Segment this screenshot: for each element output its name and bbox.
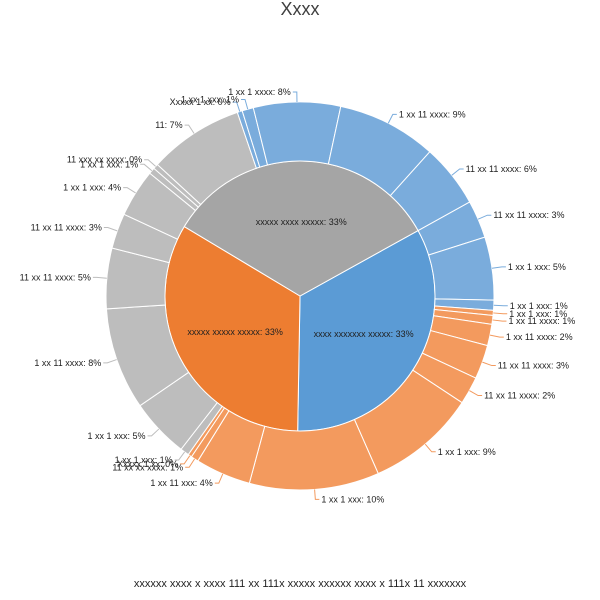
outer-slice-label-2: 1 xx 1 xxx: 1% [510,301,568,311]
outer-slice-label-11: 11 xx xx xxxx: 1% [112,462,183,472]
outer-slice-label-6: 11 xx 11 xxxx: 3% [498,361,569,371]
leader-line-6 [482,361,496,367]
leader-line-8 [424,443,436,453]
outer-slice-label-23: 1 xx 1 xxx: 1% [181,95,239,105]
outer-slice-label-17: 11 xx 11 xxxx: 3% [31,223,102,233]
leader-line-21 [184,124,195,134]
leader-line-22 [232,101,241,112]
outer-slice-label-24: 1 xx 1 xxxx: 8% [228,87,291,97]
outer-slice-label-9: 1 xx 1 xxx: 10% [321,494,384,504]
outer-slice-label-10: 1 xx 11 xxx: 4% [150,478,212,488]
outer-slice-label-0: 11 xx 11 xxxx: 3% [493,210,564,220]
leader-line-14 [147,428,160,437]
outer-slice-26 [389,151,471,232]
leader-line-7 [469,390,483,397]
leader-line-19 [140,163,153,172]
outer-slice-label-13: 1 xx 1 xxx: 1% [115,455,173,465]
leader-line-16 [92,276,107,279]
outer-slice-label-8: 1 xx 1 xxx: 9% [438,447,496,457]
outer-slice-label-22: Xxxxx 1 xx: 0% [170,97,231,107]
outer-slice-label-19: 1 xx 1 xxx: 1% [80,159,138,169]
outer-slice-label-14: 1 xx 1 xxx: 5% [88,431,146,441]
outer-slice-label-16: 11 xx 11 xxxx: 5% [20,272,91,282]
leader-line-5 [489,334,504,338]
leader-line-26 [451,168,464,176]
leader-line-17 [103,227,118,232]
outer-slice-label-25: 1 xx 11 xxxx: 9% [399,109,466,119]
outer-slice-label-18: 1 xx 1 xxx: 4% [63,183,121,193]
leader-line-3 [493,312,508,315]
leader-line-25 [387,113,397,124]
leader-line-12 [180,455,191,465]
leader-line-13 [174,451,186,461]
outer-slice-24 [252,101,342,166]
outer-slice-9 [248,418,379,491]
leader-line-10 [214,473,224,484]
outer-slice-label-12: Xxxxx 1 xx: 0% [117,459,178,469]
leader-line-1 [491,266,506,269]
outer-slice-label-20: 11 xxx xx xxxx: 0% [67,155,142,165]
outer-slice-label-4: 1 xx 11 xxxx: 1% [508,316,575,326]
leader-line-18 [123,187,136,194]
outer-slice-label-26: 11 xx 11 xxxx: 6% [466,164,537,174]
outer-slice-label-3: 1 xx 1 xxx: 1% [509,309,567,319]
outer-slice-label-1: 1 xx 1 xxx: 5% [508,262,566,272]
leader-line-24 [292,91,298,103]
chart-title: Xxxx [280,0,320,19]
leader-line-4 [492,319,507,322]
leader-line-0 [477,214,492,220]
outer-slice-label-7: 11 xx 11 xxxx: 2% [484,391,555,401]
outer-slice-label-15: 1 xx 11 xxxx: 8% [34,358,101,368]
inner-slice-label-2: xxxxx xxxx xxxxx: 33% [256,217,347,227]
outer-slice-label-5: 1 xx 11 xxxx: 2% [506,332,573,342]
outer-slice-label-21: 11: 7% [155,120,182,130]
leader-line-23 [241,99,249,110]
leader-line-20 [144,159,156,167]
leader-line-9 [314,489,320,500]
inner-slice-label-0: xxxx xxxxxxx xxxxx: 33% [314,329,414,339]
leader-line-15 [103,359,117,364]
inner-slice-label-1: xxxxx xxxxx xxxxx: 33% [187,327,283,337]
leader-line-11 [185,458,196,468]
chart-caption: xxxxxx xxxx x xxxx 111 xx 111x xxxxx xxx… [133,578,467,590]
